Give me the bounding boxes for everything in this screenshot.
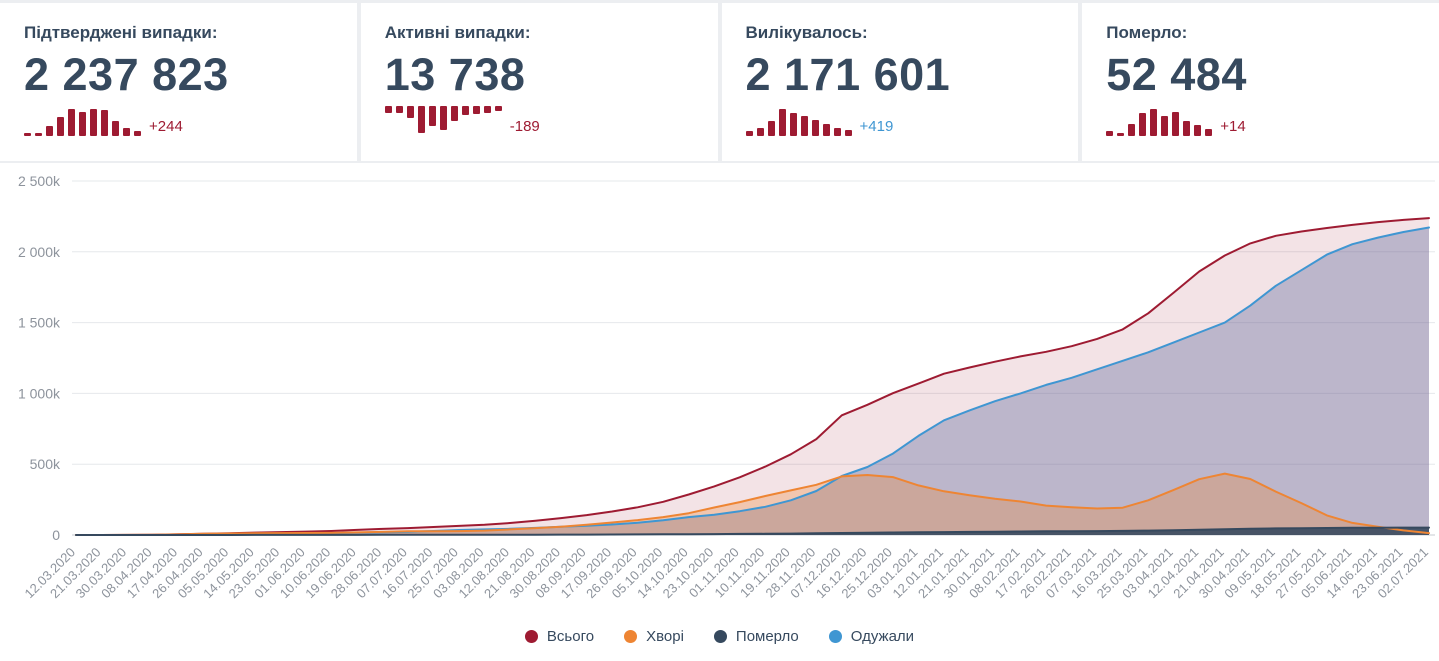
spark-bar [57, 117, 64, 137]
legend-dot [524, 630, 538, 643]
deaths-delta: +14 [1220, 118, 1246, 136]
spark-bar [1172, 112, 1180, 137]
y-axis-label: 500k [30, 456, 61, 472]
spark-bar [1117, 133, 1125, 137]
spark-bar [833, 128, 841, 137]
series-line-Хворі [75, 472, 1430, 536]
chart-legend: Всього Хворі Померло Одужали [0, 622, 1439, 661]
spark-bar [800, 116, 808, 137]
spark-bar [123, 128, 130, 137]
stat-card-deaths-footer: +14 [1106, 106, 1417, 137]
spark-bar [1139, 113, 1147, 137]
stat-card-confirmed-value: 2 237 823 [24, 49, 229, 100]
confirmed-delta: +244 [149, 118, 183, 136]
spark-bar [1194, 125, 1202, 137]
legend-item-1[interactable]: Хворі [624, 628, 684, 645]
spark-bar [24, 133, 31, 137]
spark-bar [406, 106, 414, 119]
stat-card-recovered-value: 2 171 601 [745, 49, 951, 100]
y-axis-label: 1 000k [18, 385, 61, 401]
legend-label: Хворі [646, 628, 684, 645]
legend-label: Одужали [850, 628, 915, 645]
spark-bar [35, 133, 42, 137]
legend-dot [828, 630, 842, 643]
spark-bar [789, 113, 797, 137]
legend-dot [624, 630, 638, 643]
spark-bar [428, 106, 436, 127]
y-axis-label: 0 [52, 527, 60, 543]
spark-bar [1183, 121, 1191, 137]
legend-label: Померло [735, 628, 799, 645]
spark-bar [778, 109, 786, 137]
series-line-Померло [75, 526, 1430, 536]
legend-label: Всього [546, 628, 595, 645]
stat-card-confirmed: Підтверджені випадки: 2 237 823 +244 [0, 3, 357, 161]
series-area-Всього [76, 218, 1429, 535]
stat-card-confirmed-footer: +244 [24, 106, 335, 137]
stat-card-confirmed-title: Підтверджені випадки: [24, 23, 218, 42]
series-line-Всього [75, 217, 1430, 536]
stat-card-deaths-title: Померло: [1106, 23, 1188, 42]
stat-card-active-footer: -189 [384, 106, 696, 136]
spark-bar [439, 106, 447, 131]
spark-bar [844, 130, 852, 137]
spark-bar [767, 121, 775, 137]
spark-bar [483, 106, 491, 114]
spark-bar [1128, 124, 1136, 137]
spark-bar [417, 106, 425, 134]
spark-bar [395, 106, 403, 114]
stat-card-active: Активні випадки: 13 738 -189 [360, 3, 718, 161]
spark-bar [811, 120, 819, 137]
spark-bar [822, 124, 830, 137]
legend-item-0[interactable]: Всього [524, 628, 595, 645]
series-area-Одужали [76, 227, 1429, 535]
legend-dot [713, 630, 727, 643]
chart-section: 0 500k 1 000k 1 500k 2 000k 2 500k 12.03.2020 2… [0, 163, 1439, 622]
spark-bar [756, 128, 764, 137]
stat-card-active-title: Активні випадки: [384, 23, 531, 42]
spark-bar [1161, 116, 1169, 137]
spark-bar [384, 106, 392, 114]
stat-card-deaths-value: 52 484 [1106, 49, 1247, 100]
stat-card-active-value: 13 738 [384, 49, 526, 100]
stat-card-recovered-footer: +419 [745, 106, 1057, 137]
spark-bar [1150, 109, 1158, 137]
spark-bar [134, 131, 141, 137]
spark-bar [450, 106, 458, 122]
spark-bar [1106, 131, 1114, 137]
spark-bar [46, 126, 53, 137]
spark-bar [1205, 129, 1213, 137]
spark-bar [745, 131, 753, 137]
y-axis-label: 2 500k [18, 173, 61, 189]
spark-bar [461, 106, 469, 116]
spark-bar [101, 110, 108, 137]
stat-card-recovered: Вилікувалось: 2 171 601 +419 [721, 3, 1079, 161]
spark-bar [79, 112, 86, 137]
y-axis-label: 1 500k [18, 315, 61, 331]
y-axis-label: 2 000k [18, 244, 61, 260]
spark-bar [494, 106, 502, 112]
deaths-sparkline [1106, 106, 1213, 137]
stats-cards-row: Підтверджені випадки: 2 237 823 +244 Акт… [0, 0, 1439, 163]
active-delta: -189 [509, 118, 540, 136]
spark-bar [90, 109, 97, 137]
stat-card-recovered-title: Вилікувалось: [745, 23, 868, 42]
series-area-Померло [76, 527, 1429, 535]
series-area-Хворі [76, 473, 1429, 535]
legend-item-3[interactable]: Одужали [828, 628, 915, 645]
legend-item-2[interactable]: Померло [713, 628, 799, 645]
confirmed-sparkline [24, 106, 141, 137]
stat-card-deaths: Померло: 52 484 +14 [1082, 3, 1439, 161]
recovered-delta: +419 [859, 118, 894, 136]
active-sparkline [384, 106, 502, 136]
spark-bar [472, 106, 480, 115]
spark-bar [112, 121, 119, 137]
spark-bar [68, 109, 75, 137]
recovered-sparkline [745, 106, 852, 137]
